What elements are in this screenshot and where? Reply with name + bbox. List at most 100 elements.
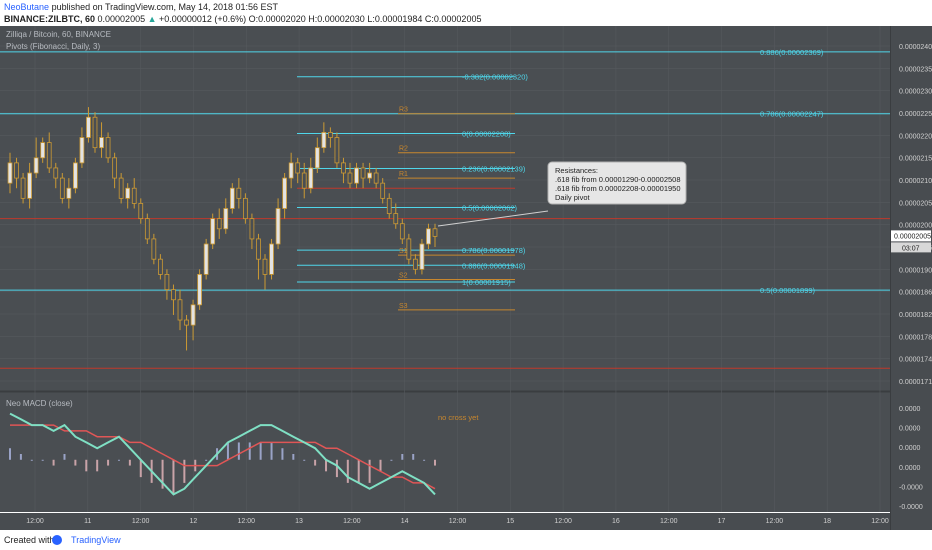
candle-body	[151, 238, 157, 260]
macd-histogram-bar	[237, 442, 240, 460]
candle-body	[223, 208, 229, 230]
level-label: 0.5(0.00002062)	[462, 203, 518, 212]
close-value: 0.00002005	[433, 14, 482, 24]
candle-body	[432, 228, 438, 237]
candle-body	[53, 167, 59, 179]
author-link[interactable]: NeoButane	[4, 2, 50, 12]
candle-body	[314, 147, 320, 169]
candle-body	[79, 137, 85, 164]
time-axis-background	[0, 513, 890, 530]
time-tick-label: 12:00	[554, 518, 572, 525]
macd-histogram-bar	[248, 442, 251, 460]
callout-text: .618 fib from 0.00001290-0.00002508	[555, 175, 681, 184]
candle-body	[256, 238, 261, 260]
candle-body	[86, 116, 91, 138]
open-label: O:	[248, 14, 259, 24]
candle-body	[184, 319, 189, 326]
callout-text: Resistances:	[555, 166, 598, 175]
candle-body	[190, 304, 196, 326]
candle-body	[59, 177, 65, 199]
macd-histogram-bar	[357, 459, 360, 483]
symbol-label: BINANCE:ZILBTC, 60	[4, 14, 96, 24]
candle-body	[236, 187, 242, 199]
macd-histogram-bar	[226, 442, 229, 460]
candle-body	[46, 142, 52, 169]
candle-body	[373, 172, 379, 184]
macd-histogram-bar	[423, 459, 426, 461]
level-label: 1(0.00001915)	[462, 278, 511, 287]
candle-body	[131, 187, 137, 204]
candle-body	[393, 213, 399, 225]
time-tick-label: 14	[401, 518, 409, 525]
macd-histogram-bar	[52, 459, 55, 466]
ohlc-line: BINANCE:ZILBTC, 60 0.00002005 ▲ +0.00000…	[4, 14, 481, 24]
candle-body	[262, 258, 268, 275]
macd-histogram-bar	[325, 459, 328, 472]
candle-body	[406, 238, 412, 260]
macd-histogram-bar	[281, 448, 284, 460]
candle-body	[308, 167, 314, 189]
low-label: L:	[367, 14, 375, 24]
callout-text: .618 fib from 0.00002208-0.00001950	[555, 184, 681, 193]
macd-histogram-bar	[346, 459, 349, 483]
time-tick-label: 12:00	[343, 518, 361, 525]
level-label: -0.382(0.00002320)	[462, 73, 528, 82]
candle-body	[334, 137, 340, 164]
time-tick-label: 12:00	[26, 518, 44, 525]
low-value: 0.00001984	[374, 14, 423, 24]
macd-tick-label: 0.0000	[899, 406, 921, 413]
candle-body	[27, 172, 32, 199]
tradingview-link[interactable]: TradingView	[71, 535, 121, 545]
candle-body	[66, 187, 72, 199]
candle-body	[243, 197, 248, 220]
current-price-tag	[891, 230, 931, 242]
callout-text: Daily pivot	[555, 193, 591, 202]
macd-histogram-bar	[85, 459, 88, 472]
candle-body	[347, 172, 353, 184]
macd-histogram-bar	[161, 459, 164, 489]
pivot-label: R3	[399, 107, 408, 114]
time-tick-label: 16	[612, 518, 620, 525]
time-tick-label: 12:00	[132, 518, 150, 525]
candle-body	[138, 203, 144, 220]
time-tick-label: 12:00	[449, 518, 467, 525]
macd-tick-label: -0.0000	[899, 484, 923, 491]
candle-body	[413, 258, 418, 270]
time-tick-label: 12	[190, 518, 198, 525]
macd-note: no cross yet	[438, 413, 479, 422]
candle-body	[7, 162, 13, 184]
pivot-label: S2	[399, 272, 408, 279]
candle-body	[125, 187, 131, 199]
candle-body	[360, 167, 366, 179]
time-tick-label: 12:00	[871, 518, 889, 525]
level-label: 0.786(0.00002247)	[760, 110, 824, 119]
time-tick-label: 13	[295, 518, 303, 525]
macd-histogram-bar	[183, 459, 186, 483]
candle-body	[177, 299, 183, 321]
level-label: 0.236(0.00002139)	[462, 164, 526, 173]
macd-histogram-bar	[172, 459, 175, 495]
change-value: +0.00000012 (+0.6%)	[159, 14, 247, 24]
price-axis-background	[890, 26, 932, 530]
candle-body	[99, 137, 104, 149]
candle-body	[216, 218, 222, 230]
candle-body	[354, 167, 359, 184]
candle-body	[229, 187, 235, 209]
last-price: 0.00002005	[97, 14, 146, 24]
publish-line: NeoButane published on TradingView.com, …	[4, 2, 278, 12]
macd-histogram-bar	[128, 459, 131, 466]
candle-body	[288, 162, 294, 179]
macd-histogram-bar	[368, 459, 371, 483]
macd-histogram-bar	[107, 459, 110, 466]
macd-histogram-bar	[412, 454, 415, 460]
candle-body	[112, 157, 117, 179]
